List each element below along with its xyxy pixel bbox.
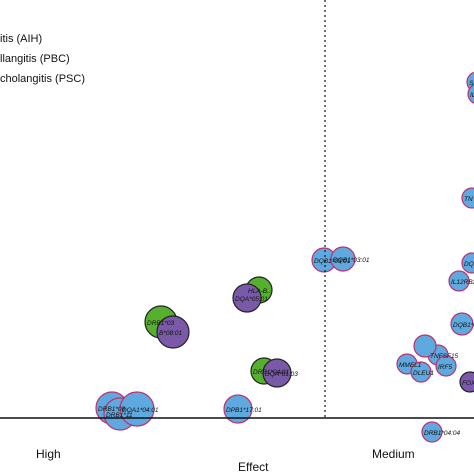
point-16 (448, 270, 470, 292)
point-label-18: TNFSF15 (430, 353, 459, 360)
point-11 (330, 246, 356, 272)
point-label-24: DRB1*04:04 (424, 430, 461, 437)
point-label-17: DQB1*05:02 (453, 322, 474, 329)
point-3 (223, 394, 253, 424)
point-label-5: B*08:01 (159, 330, 183, 337)
point-label-1: DRB1*11 (106, 412, 133, 419)
point-13 (467, 84, 474, 104)
point-24 (421, 421, 443, 443)
point-label-11: DQB1*03:01 (333, 257, 370, 264)
point-15 (461, 252, 474, 274)
point-9 (262, 358, 292, 388)
point-label-8: DRB1*04:01 (253, 369, 290, 376)
point-22 (410, 361, 432, 383)
point-7 (232, 283, 262, 313)
x-tick-medium: Medium (372, 447, 415, 461)
legend-item-pbc: llangitis (PBC) (0, 53, 70, 65)
point-19 (413, 334, 437, 358)
point-label-13: IL12A (470, 92, 474, 99)
point-label-22: DLEU1 (413, 370, 434, 377)
legend-item-psc: cholangitis (PSC) (0, 73, 85, 85)
point-label-15: DQB1*03:0 (464, 261, 474, 268)
point-label-14: TN (464, 196, 473, 203)
point-label-20: MMEL1 (399, 362, 422, 369)
x-axis-title: Effect (238, 460, 269, 474)
point-label-16: IL12RB2 (451, 279, 474, 286)
point-5 (156, 315, 190, 349)
point-label-3: DPB1*17:01 (226, 407, 262, 414)
point-label-23: FOXP (462, 380, 474, 387)
point-21 (435, 355, 457, 377)
legend-item-aih: itis (AIH) (0, 33, 43, 45)
x-tick-high: High (36, 447, 61, 461)
point-label-2: DQA1*04:01 (122, 407, 159, 414)
point-label-12: SH2B (469, 80, 474, 87)
point-label-10: DQB1*03:01 (314, 258, 351, 265)
point-14 (461, 187, 474, 209)
point-label-9: DQA*01:03 (265, 371, 298, 378)
points-layer (95, 71, 474, 443)
point-23 (459, 371, 474, 393)
point-label-21: IRF5 (438, 364, 452, 371)
point-label-7: DQA*05:01 (235, 296, 268, 303)
point-17 (450, 312, 474, 336)
point-label-0: DRB1*08 (98, 406, 125, 413)
point-label-4: DRB1*03 (147, 320, 174, 327)
point-label-6: HLA-B... (248, 288, 273, 295)
